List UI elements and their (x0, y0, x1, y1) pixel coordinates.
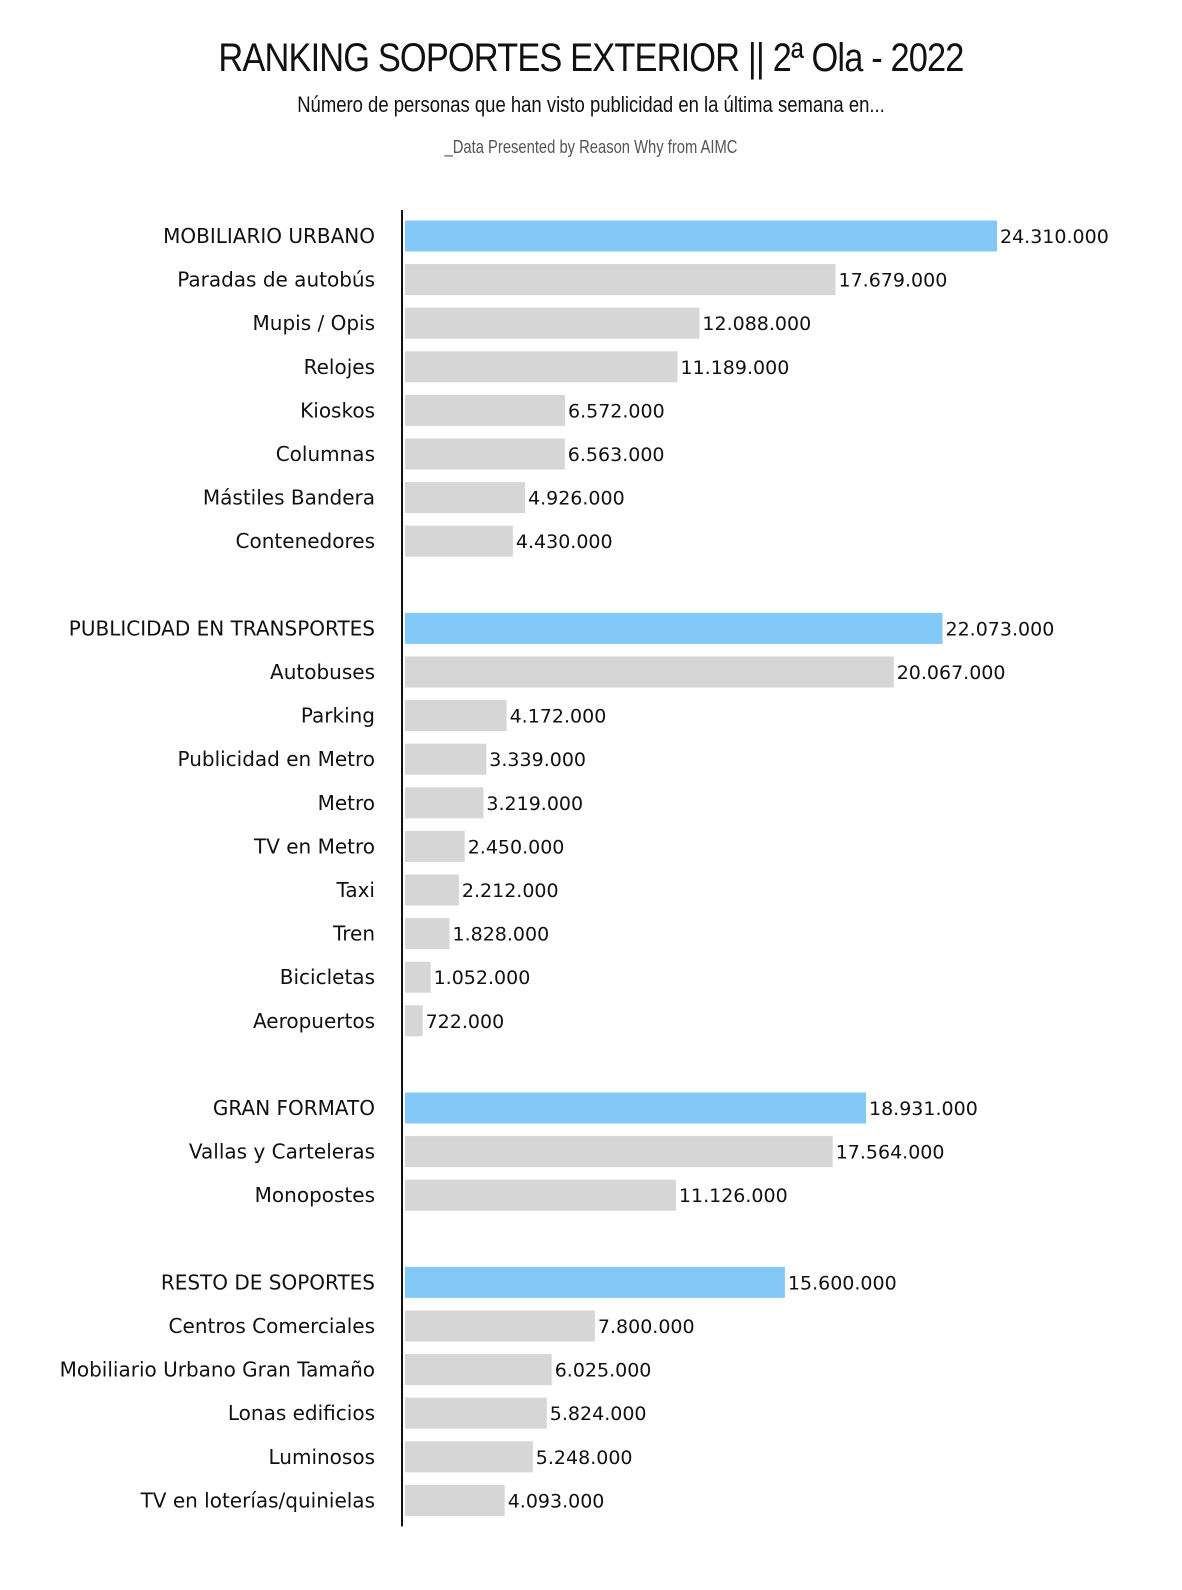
category-label-monopostes: Monopostes (255, 1183, 375, 1207)
bar-lonas-edificios (405, 1397, 547, 1429)
value-label-columnas: 6.563.000 (568, 444, 665, 466)
bar-mupis-opis (405, 307, 700, 339)
value-label-bicicletas: 1.052.000 (434, 967, 531, 989)
value-label-centros-comerciales: 7.800.000 (598, 1316, 695, 1338)
bar-mastiles-bandera (405, 482, 525, 514)
bar-contenedores (405, 525, 513, 557)
group-label-gran-formato: GRAN FORMATO (213, 1096, 375, 1120)
group-bar-mobiliario-urbano (405, 220, 997, 252)
value-label-mupis-opis: 12.088.000 (702, 313, 811, 335)
value-label-tv-en-metro: 2.450.000 (468, 836, 565, 858)
category-label-metro: Metro (318, 791, 375, 815)
category-label-tv-en-loterias-quinielas: TV en loterías/quinielas (140, 1488, 375, 1512)
bar-taxi (405, 874, 459, 906)
category-label-contenedores: Contenedores (236, 529, 375, 553)
bar-publicidad-en-metro (405, 743, 487, 775)
bar-relojes (405, 351, 678, 383)
bar-tren (405, 918, 450, 950)
bar-autobuses (405, 656, 894, 688)
bar-bicicletas (405, 961, 431, 993)
category-label-autobuses: Autobuses (270, 660, 375, 684)
bar-monopostes (405, 1179, 676, 1211)
data-credit: _Data Presented by Reason Why from AIMC (444, 137, 738, 157)
value-label-tren: 1.828.000 (453, 924, 550, 946)
value-label-lonas-edificios: 5.824.000 (550, 1403, 647, 1425)
category-label-mupis-opis: Mupis / Opis (253, 311, 375, 335)
category-label-mastiles-bandera: Mástiles Bandera (203, 486, 375, 510)
bar-vallas-y-carteleras (405, 1136, 833, 1168)
category-label-tv-en-metro: TV en Metro (253, 834, 375, 858)
value-label-mobiliario-urbano: 24.310.000 (1000, 226, 1109, 248)
value-label-kioskos: 6.572.000 (568, 400, 665, 422)
category-label-vallas-y-carteleras: Vallas y Carteleras (189, 1140, 375, 1164)
group-label-publicidad-en-transportes: PUBLICIDAD EN TRANSPORTES (69, 616, 375, 640)
group-bar-publicidad-en-transportes (405, 612, 943, 644)
chart-subtitle: Número de personas que han visto publici… (297, 92, 885, 117)
category-label-lonas-edificios: Lonas edificios (228, 1401, 375, 1425)
group-label-mobiliario-urbano: MOBILIARIO URBANO (163, 224, 375, 248)
value-label-publicidad-en-metro: 3.339.000 (489, 749, 586, 771)
group-bar-resto-de-soportes (405, 1266, 785, 1298)
value-label-contenedores: 4.430.000 (516, 531, 613, 553)
bar-metro (405, 787, 484, 819)
value-label-parking: 4.172.000 (510, 706, 607, 728)
category-label-tren: Tren (332, 922, 375, 946)
bar-paradas-de-autobus (405, 264, 836, 296)
value-label-resto-de-soportes: 15.600.000 (788, 1272, 897, 1294)
category-label-parking: Parking (301, 704, 375, 728)
value-label-metro: 3.219.000 (486, 793, 583, 815)
value-label-aeropuertos: 722.000 (426, 1011, 505, 1033)
group-bar-gran-formato (405, 1092, 866, 1124)
bar-columnas (405, 438, 565, 470)
value-label-publicidad-en-transportes: 22.073.000 (946, 618, 1055, 640)
group-label-resto-de-soportes: RESTO DE SOPORTES (161, 1270, 375, 1294)
value-label-monopostes: 11.126.000 (679, 1185, 788, 1207)
category-label-kioskos: Kioskos (300, 398, 375, 422)
bar-centros-comerciales (405, 1310, 595, 1342)
category-label-bicicletas: Bicicletas (280, 965, 375, 989)
value-label-autobuses: 20.067.000 (897, 662, 1006, 684)
bar-aeropuertos (405, 1005, 423, 1037)
value-label-tv-en-loterias-quinielas: 4.093.000 (508, 1490, 605, 1512)
category-label-relojes: Relojes (304, 355, 375, 379)
chart-title: RANKING SOPORTES EXTERIOR || 2ª Ola - 20… (218, 36, 964, 80)
bar-tv-en-loterias-quinielas (405, 1484, 505, 1516)
value-label-gran-formato: 18.931.000 (869, 1098, 978, 1120)
value-label-luminosos: 5.248.000 (536, 1447, 633, 1469)
category-label-taxi: Taxi (335, 878, 375, 902)
category-label-mobiliario-urbano-gran-tamano: Mobiliario Urbano Gran Tamaño (60, 1358, 375, 1382)
bar-kioskos (405, 394, 565, 426)
value-label-vallas-y-carteleras: 17.564.000 (836, 1142, 945, 1164)
value-label-relojes: 11.189.000 (681, 357, 790, 379)
category-label-columnas: Columnas (276, 442, 375, 466)
category-label-centros-comerciales: Centros Comerciales (169, 1314, 375, 1338)
category-label-luminosos: Luminosos (269, 1445, 376, 1469)
bar-mobiliario-urbano-gran-tamano (405, 1354, 552, 1386)
value-label-mobiliario-urbano-gran-tamano: 6.025.000 (555, 1360, 652, 1382)
category-label-publicidad-en-metro: Publicidad en Metro (177, 747, 375, 771)
bar-parking (405, 700, 507, 732)
value-label-taxi: 2.212.000 (462, 880, 559, 902)
value-label-mastiles-bandera: 4.926.000 (528, 488, 625, 510)
value-label-paradas-de-autobus: 17.679.000 (839, 270, 948, 292)
bar-luminosos (405, 1441, 533, 1473)
category-label-paradas-de-autobus: Paradas de autobús (177, 268, 375, 292)
bar-tv-en-metro (405, 830, 465, 862)
category-label-aeropuertos: Aeropuertos (253, 1009, 375, 1033)
